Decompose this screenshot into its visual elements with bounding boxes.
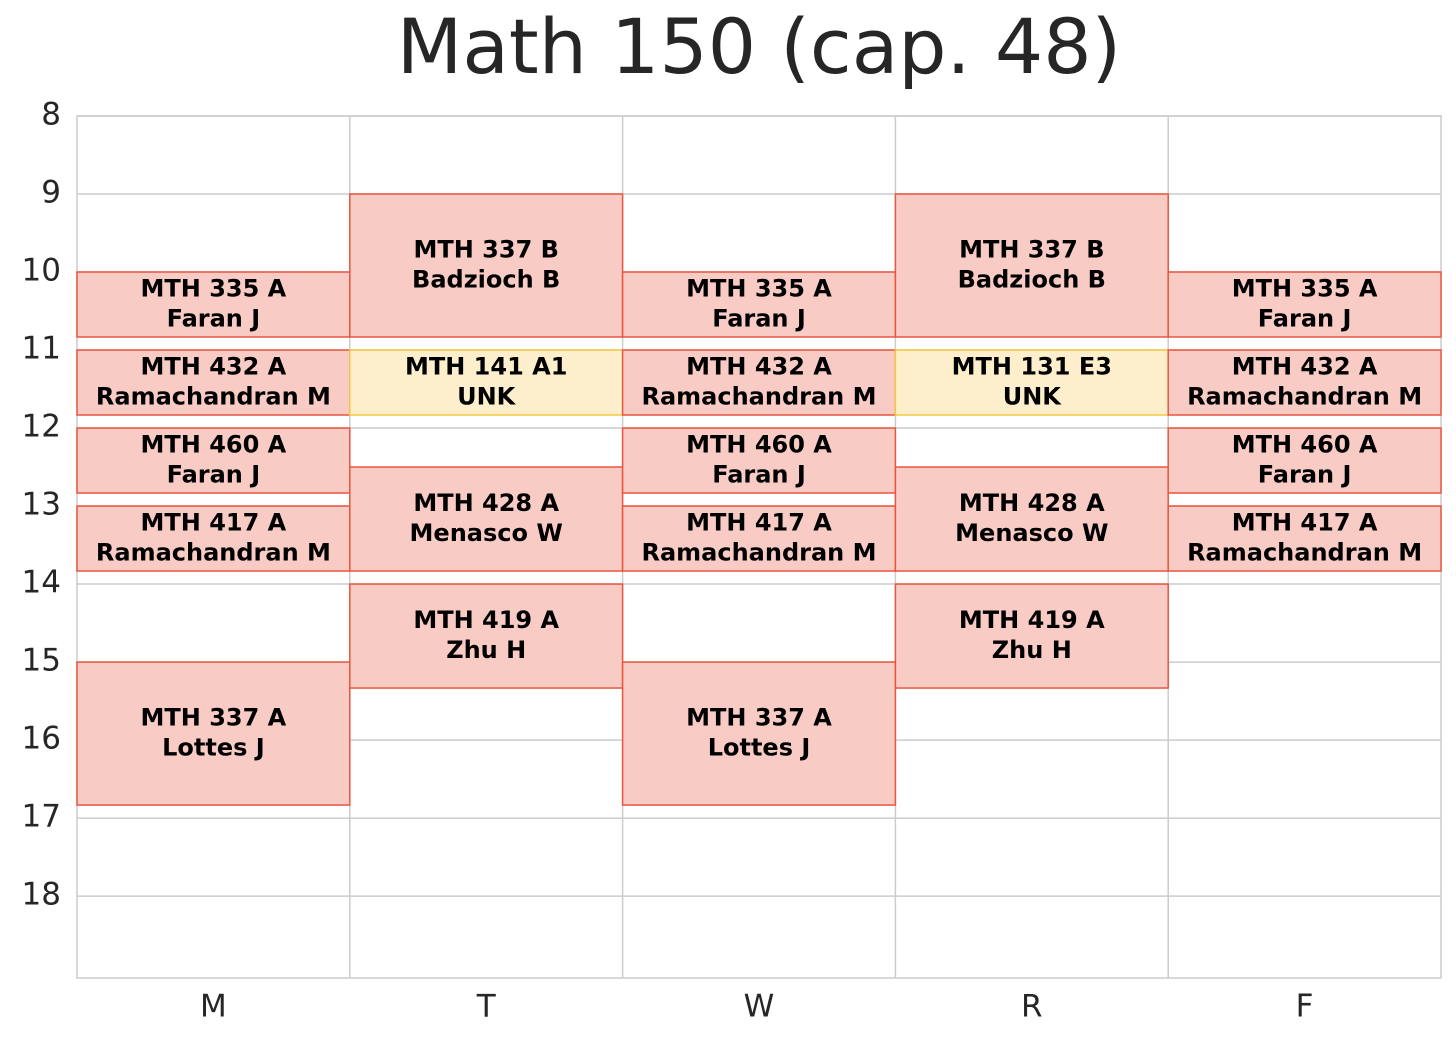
instructor-label: Faran J [712,305,806,333]
class-block [1167,427,1442,494]
course-label: MTH 432 A [1232,353,1378,381]
class-block [1167,505,1442,572]
class-block [349,193,624,338]
y-tick-label: 12 [22,409,61,445]
course-label: MTH 337 B [413,236,558,264]
instructor-label: Zhu H [446,636,526,664]
class-block [894,193,1169,338]
instructor-label: Lottes J [708,734,811,762]
instructor-label: Faran J [1258,461,1352,489]
course-label: MTH 419 A [413,606,559,634]
y-tick-label: 9 [41,175,61,211]
instructor-label: Ramachandran M [96,383,331,411]
x-tick-label: F [1296,989,1314,1025]
class-block [1167,271,1442,338]
course-label: MTH 432 A [686,353,832,381]
class-block [621,349,897,416]
instructor-label: Ramachandran M [641,539,876,567]
class-block [894,349,1169,416]
instructor-label: Faran J [1258,305,1352,333]
course-label: MTH 428 A [959,489,1105,517]
class-block [621,427,897,494]
y-tick-label: 14 [22,565,61,601]
class-block [621,505,897,572]
x-tick-label: T [476,989,497,1025]
course-label: MTH 337 A [141,704,287,732]
y-tick-label: 17 [22,799,61,835]
instructor-label: Zhu H [992,636,1072,664]
instructor-label: Ramachandran M [96,539,331,567]
course-label: MTH 335 A [686,275,832,303]
x-tick-label: W [744,989,775,1025]
class-block [349,583,624,689]
instructor-label: Faran J [712,461,806,489]
class-block [349,466,624,572]
class-block [76,271,351,338]
chart-title: Math 150 (cap. 48) [397,2,1121,91]
y-tick-label: 16 [22,721,61,757]
y-tick-label: 13 [22,487,61,523]
course-label: MTH 460 A [686,431,832,459]
x-tick-label: M [200,989,227,1025]
instructor-label: Ramachandran M [1187,383,1422,411]
instructor-label: UNK [457,383,517,411]
y-tick-label: 15 [22,643,61,679]
instructor-label: Menasco W [410,519,563,547]
instructor-label: Faran J [167,305,261,333]
class-block [894,466,1169,572]
instructor-label: UNK [1003,383,1063,411]
course-label: MTH 141 A1 [405,353,567,381]
course-label: MTH 417 A [686,509,832,537]
y-tick-label: 10 [22,253,61,289]
course-label: MTH 417 A [1232,509,1378,537]
course-label: MTH 460 A [1232,431,1378,459]
y-tick-label: 18 [22,877,61,913]
instructor-label: Ramachandran M [641,383,876,411]
instructor-label: Faran J [167,461,261,489]
course-label: MTH 335 A [141,275,287,303]
course-label: MTH 419 A [959,606,1105,634]
course-label: MTH 337 B [959,236,1104,264]
class-block [621,661,897,806]
instructor-label: Badzioch B [958,266,1106,294]
class-block [894,583,1169,689]
course-label: MTH 417 A [141,509,287,537]
y-tick-label: 8 [41,97,61,133]
class-block [621,271,897,338]
course-label: MTH 432 A [141,353,287,381]
course-label: MTH 335 A [1232,275,1378,303]
y-tick-label: 11 [22,331,61,367]
instructor-label: Ramachandran M [1187,539,1422,567]
instructor-label: Badzioch B [412,266,560,294]
course-label: MTH 131 E3 [952,353,1112,381]
instructor-label: Lottes J [162,734,265,762]
class-block [76,427,351,494]
class-block [76,349,351,416]
class-block [1167,349,1442,416]
course-label: MTH 337 A [686,704,832,732]
x-tick-label: R [1021,989,1043,1025]
class-block [76,661,351,806]
instructor-label: Menasco W [955,519,1108,547]
class-block [76,505,351,572]
course-label: MTH 460 A [141,431,287,459]
course-label: MTH 428 A [413,489,559,517]
